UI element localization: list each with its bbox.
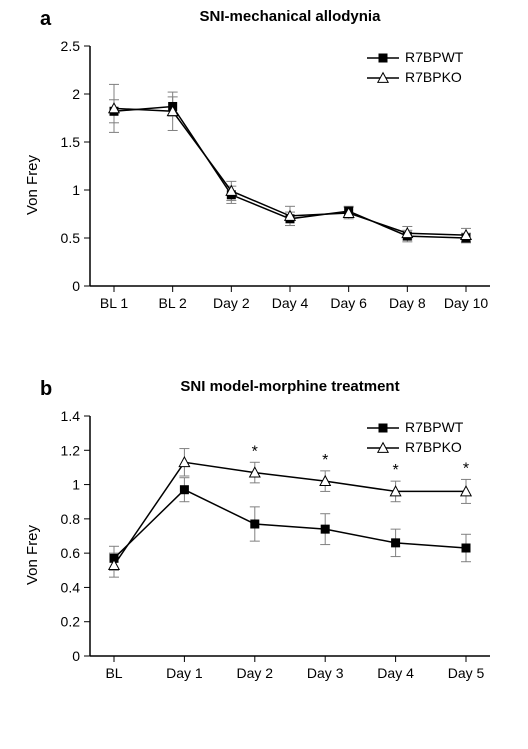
svg-text:Day 5: Day 5 <box>448 665 485 681</box>
svg-text:Day 3: Day 3 <box>307 665 344 681</box>
svg-text:Day 6: Day 6 <box>330 295 367 311</box>
svg-text:1.5: 1.5 <box>61 134 81 150</box>
panel-a-legend: R7BPWT R7BPKO <box>365 46 505 96</box>
panel-a-title: SNI-mechanical allodynia <box>80 8 500 25</box>
svg-text:Day 4: Day 4 <box>377 665 414 681</box>
svg-text:Day 4: Day 4 <box>272 295 309 311</box>
svg-text:Day 2: Day 2 <box>213 295 250 311</box>
svg-text:1.2: 1.2 <box>61 442 81 458</box>
panel-b-legend: R7BPWT R7BPKO <box>365 416 505 466</box>
legend-wt-label: R7BPWT <box>405 419 464 435</box>
svg-text:BL: BL <box>105 665 122 681</box>
svg-text:1.4: 1.4 <box>61 408 81 424</box>
svg-text:0: 0 <box>72 648 80 664</box>
svg-text:0.5: 0.5 <box>61 230 81 246</box>
svg-text:0.4: 0.4 <box>61 579 81 595</box>
panel-b: b SNI model-morphine treatment Von Frey … <box>0 370 528 749</box>
svg-text:2.5: 2.5 <box>61 38 81 54</box>
panel-b-letter: b <box>40 378 52 401</box>
legend-wt-label: R7BPWT <box>405 49 464 65</box>
panel-b-title: SNI model-morphine treatment <box>80 378 500 395</box>
svg-text:2: 2 <box>72 86 80 102</box>
svg-text:0.2: 0.2 <box>61 614 81 630</box>
svg-text:1: 1 <box>72 477 80 493</box>
svg-text:Day 1: Day 1 <box>166 665 203 681</box>
svg-text:Day 2: Day 2 <box>237 665 274 681</box>
legend-ko-label: R7BPKO <box>405 69 462 85</box>
panel-a: a SNI-mechanical allodynia Von Frey 0 0.5… <box>0 0 528 370</box>
svg-text:BL 1: BL 1 <box>100 295 128 311</box>
svg-text:Day 8: Day 8 <box>389 295 426 311</box>
svg-text:0: 0 <box>72 278 80 294</box>
svg-text:0.8: 0.8 <box>61 511 81 527</box>
svg-text:0.6: 0.6 <box>61 545 81 561</box>
page: a SNI-mechanical allodynia Von Frey 0 0.5… <box>0 0 528 749</box>
panel-a-letter: a <box>40 8 51 31</box>
svg-text:BL 2: BL 2 <box>159 295 187 311</box>
svg-text:Day 10: Day 10 <box>444 295 489 311</box>
panel-a-ylabel: Von Frey <box>24 155 41 215</box>
svg-text:1: 1 <box>72 182 80 198</box>
panel-b-ylabel: Von Frey <box>24 525 41 585</box>
legend-ko-label: R7BPKO <box>405 439 462 455</box>
svg-text:*: * <box>322 452 328 469</box>
svg-text:*: * <box>252 443 258 460</box>
